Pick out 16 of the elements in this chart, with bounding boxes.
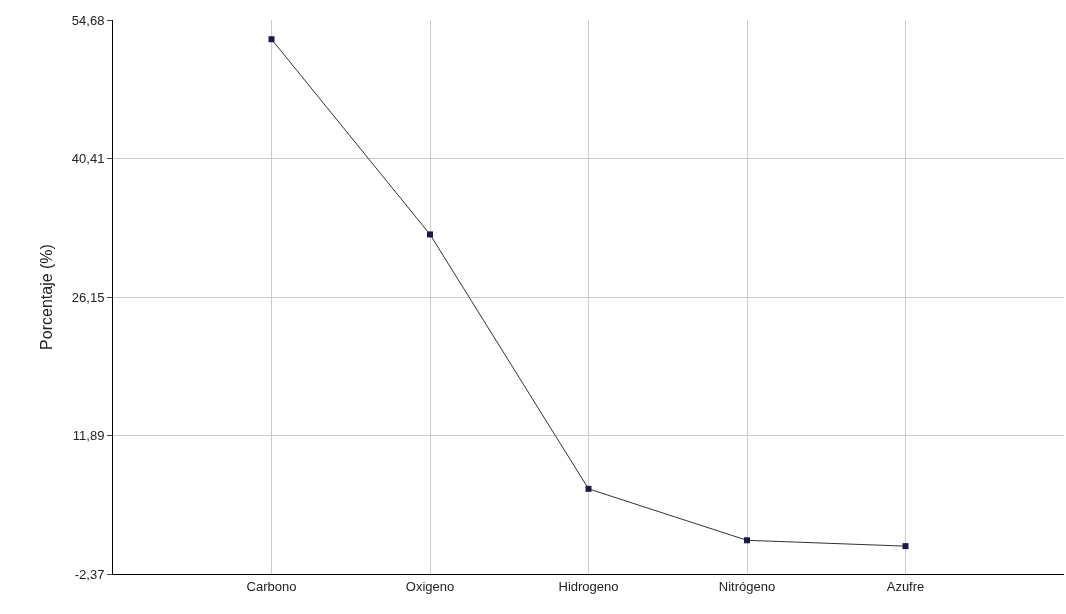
x-tick-label: Carbono [246, 578, 297, 594]
y-tick-label: 26,15 [71, 289, 105, 305]
point [427, 231, 433, 238]
x-tick-label: Azufre [886, 578, 925, 594]
y-tick-label: 54,68 [71, 12, 105, 28]
x-tick-label: Nitrógeno [718, 578, 776, 594]
y-tick-label: 11,89 [72, 428, 105, 444]
y-tick-label: 40,41 [71, 151, 105, 167]
point [744, 537, 750, 544]
x-tick-label: Oxigeno [405, 578, 455, 594]
x-tick-label: Hidrogeno [558, 578, 619, 594]
y-tick-label: -2,37 [74, 566, 105, 582]
point [268, 36, 275, 43]
y-axis-title: Porcentaje (%) [37, 244, 55, 350]
point [585, 485, 592, 492]
point [902, 543, 909, 550]
